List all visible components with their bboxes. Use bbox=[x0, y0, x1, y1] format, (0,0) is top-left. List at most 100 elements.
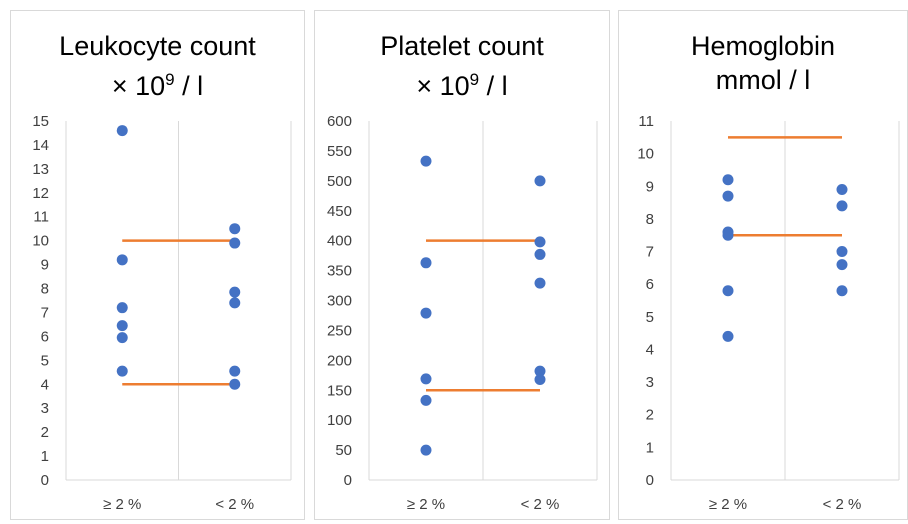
chart-panel-hemoglobin: Hemoglobin mmol / l 0 1 2 3 4 5 6 7 8 9 10 11 ≥ 2 % <… bbox=[618, 10, 908, 520]
data-point bbox=[420, 444, 432, 456]
data-point bbox=[534, 373, 546, 385]
y-tick-label: 150 bbox=[327, 382, 352, 399]
data-point bbox=[229, 365, 241, 377]
data-point bbox=[116, 365, 128, 377]
y-tick-label: 7 bbox=[646, 244, 654, 261]
x-tick-label: ≥ 2 % bbox=[709, 496, 747, 513]
y-tick-label: 2 bbox=[646, 407, 654, 424]
y-tick-label: 50 bbox=[335, 442, 352, 459]
data-point bbox=[836, 285, 848, 297]
y-tick-label: 7 bbox=[41, 304, 49, 321]
y-tick-label: 10 bbox=[637, 146, 654, 163]
y-tick-label: 200 bbox=[327, 352, 352, 369]
y-tick-label: 4 bbox=[41, 376, 49, 393]
data-point bbox=[116, 320, 128, 332]
data-point bbox=[534, 248, 546, 260]
y-tick-label: 2 bbox=[41, 424, 49, 441]
data-point bbox=[534, 365, 546, 377]
data-point bbox=[116, 332, 128, 344]
y-tick-label: 10 bbox=[32, 233, 49, 250]
data-point bbox=[722, 174, 734, 186]
y-tick-label: 8 bbox=[41, 281, 49, 298]
data-point bbox=[229, 223, 241, 235]
data-point bbox=[836, 259, 848, 271]
y-tick-label: 3 bbox=[41, 400, 49, 417]
chart-title: Hemoglobin mmol / l bbox=[619, 29, 907, 97]
title-line1: Platelet count bbox=[380, 31, 544, 61]
y-tick-label: 0 bbox=[41, 472, 49, 489]
y-tick-label: 0 bbox=[646, 472, 654, 489]
title-line2: × 109 / l bbox=[11, 63, 304, 103]
data-point bbox=[534, 236, 546, 248]
title-suffix: / l bbox=[174, 71, 204, 101]
data-point bbox=[116, 125, 128, 137]
y-tick-label: 100 bbox=[327, 412, 352, 429]
data-point bbox=[836, 200, 848, 212]
y-tick-label: 4 bbox=[646, 341, 654, 358]
data-point bbox=[229, 286, 241, 298]
title-line2: × 109 / l bbox=[315, 63, 609, 103]
data-point bbox=[420, 155, 432, 167]
y-tick-label: 300 bbox=[327, 293, 352, 310]
data-point bbox=[420, 257, 432, 269]
data-point bbox=[116, 254, 128, 266]
y-tick-label: 350 bbox=[327, 263, 352, 280]
chart-title: Platelet count × 109 / l bbox=[315, 29, 609, 103]
y-tick-label: 6 bbox=[41, 328, 49, 345]
y-tick-label: 13 bbox=[32, 161, 49, 178]
x-tick-label: < 2 % bbox=[521, 496, 560, 513]
data-point bbox=[722, 229, 734, 241]
data-point bbox=[836, 246, 848, 258]
data-point bbox=[116, 302, 128, 314]
data-point bbox=[722, 190, 734, 202]
y-tick-label: 5 bbox=[41, 352, 49, 369]
y-tick-label: 550 bbox=[327, 143, 352, 160]
data-point bbox=[420, 373, 432, 385]
y-tick-label: 1 bbox=[646, 439, 654, 456]
title-superscript: 9 bbox=[165, 70, 175, 89]
y-tick-label: 5 bbox=[646, 309, 654, 326]
title-prefix: × 10 bbox=[111, 71, 166, 101]
y-tick-label: 9 bbox=[41, 257, 49, 274]
y-tick-label: 15 bbox=[32, 113, 49, 130]
y-tick-label: 0 bbox=[344, 472, 352, 489]
title-line1: Hemoglobin bbox=[690, 31, 836, 61]
title-line2: mmol / l bbox=[715, 65, 811, 95]
y-tick-label: 6 bbox=[646, 276, 654, 293]
chart-panel-platelet: Platelet count × 109 / l 0 50 100 150 200 250… bbox=[314, 10, 610, 520]
title-superscript: 9 bbox=[469, 70, 480, 89]
data-point bbox=[420, 394, 432, 406]
hemoglobin-scatter-chart: 0 1 2 3 4 5 6 7 8 9 10 11 ≥ 2 % < 2 % bbox=[637, 113, 900, 513]
data-point bbox=[836, 184, 848, 196]
y-tick-label: 400 bbox=[327, 233, 352, 250]
y-tick-label: 450 bbox=[327, 203, 352, 220]
x-tick-label: ≥ 2 % bbox=[407, 496, 445, 513]
x-tick-label: ≥ 2 % bbox=[103, 496, 141, 513]
title-line1: Leukocyte count bbox=[59, 31, 256, 61]
y-tick-label: 250 bbox=[327, 322, 352, 339]
data-point bbox=[229, 237, 241, 249]
y-tick-label: 12 bbox=[32, 185, 49, 202]
data-point bbox=[420, 307, 432, 319]
data-point bbox=[229, 297, 241, 309]
y-tick-label: 3 bbox=[646, 374, 654, 391]
chart-title: Leukocyte count × 109 / l bbox=[11, 29, 304, 103]
y-tick-label: 600 bbox=[327, 113, 352, 130]
x-tick-label: < 2 % bbox=[823, 496, 862, 513]
title-suffix: / l bbox=[479, 71, 508, 101]
data-point bbox=[534, 175, 546, 187]
chart-panel-leukocyte: Leukocyte count × 109 / l 0 1 2 3 4 5 6 7 8 9 10 11… bbox=[10, 10, 305, 520]
x-tick-label: < 2 % bbox=[215, 496, 254, 513]
data-point bbox=[722, 285, 734, 297]
platelet-scatter-chart: 0 50 100 150 200 250 300 350 400 450 500 550 600 ≥ 2 … bbox=[327, 113, 598, 513]
title-prefix: × 10 bbox=[416, 71, 470, 101]
data-point bbox=[722, 330, 734, 342]
y-tick-label: 11 bbox=[33, 209, 49, 226]
data-point bbox=[229, 378, 241, 390]
y-tick-label: 500 bbox=[327, 173, 352, 190]
data-point bbox=[534, 277, 546, 289]
y-tick-label: 1 bbox=[41, 448, 49, 465]
y-tick-label: 14 bbox=[32, 137, 49, 154]
y-tick-label: 9 bbox=[646, 178, 654, 195]
